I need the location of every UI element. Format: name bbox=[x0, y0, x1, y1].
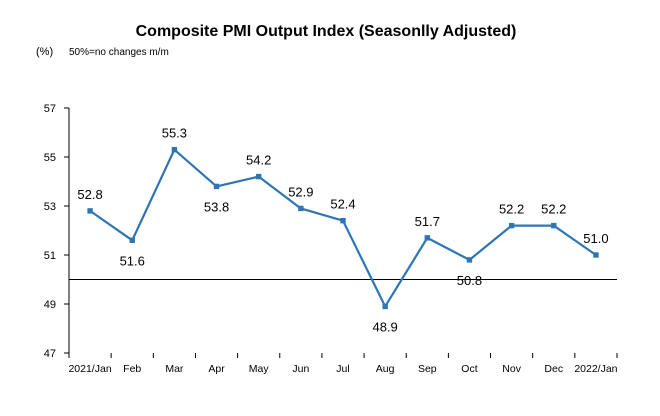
data-point bbox=[382, 303, 388, 310]
x-tick-label: Aug bbox=[376, 363, 395, 375]
data-label: 51.0 bbox=[583, 231, 608, 246]
y-unit-label: (%) bbox=[36, 46, 53, 58]
data-point bbox=[551, 222, 557, 229]
x-tick-label: Oct bbox=[461, 363, 477, 375]
y-tick-label: 55 bbox=[44, 152, 56, 164]
series-line bbox=[89, 148, 597, 308]
data-label: 53.8 bbox=[204, 199, 229, 214]
data-label: 55.3 bbox=[162, 126, 187, 141]
data-label: 51.7 bbox=[415, 214, 440, 229]
data-label: 54.2 bbox=[246, 153, 271, 168]
y-tick-label: 53 bbox=[44, 201, 56, 213]
y-tick-label: 51 bbox=[44, 250, 56, 262]
x-tick-label: Jun bbox=[292, 363, 309, 375]
data-label: 52.4 bbox=[330, 197, 355, 212]
data-label: 52.2 bbox=[499, 202, 524, 217]
data-point bbox=[255, 173, 262, 180]
data-point bbox=[298, 205, 304, 212]
data-label: 50.8 bbox=[457, 273, 482, 288]
data-point bbox=[129, 237, 135, 243]
x-tick-label: Nov bbox=[502, 363, 521, 375]
data-point bbox=[466, 257, 473, 263]
y-tick-label: 47 bbox=[44, 348, 56, 360]
data-label: 51.6 bbox=[120, 253, 145, 268]
data-point bbox=[87, 208, 93, 214]
data-point bbox=[424, 235, 431, 241]
data-point bbox=[213, 183, 220, 190]
x-tick-label: Feb bbox=[123, 363, 141, 375]
data-point bbox=[171, 146, 178, 153]
x-tick-label: 2021/Jan bbox=[68, 363, 111, 375]
data-point bbox=[508, 222, 515, 229]
series-pmi bbox=[87, 146, 599, 310]
x-tick-label: Apr bbox=[208, 363, 225, 375]
x-tick-label: Sep bbox=[418, 363, 437, 375]
data-label: 48.9 bbox=[372, 319, 397, 334]
x-tick-label: Dec bbox=[544, 363, 563, 375]
data-label: 52.9 bbox=[288, 184, 313, 199]
data-label: 52.8 bbox=[77, 187, 102, 202]
y-tick-label: 57 bbox=[44, 103, 56, 115]
chart-title: Composite PMI Output Index (Seasonlly Ad… bbox=[136, 23, 517, 40]
data-label: 52.2 bbox=[541, 202, 566, 217]
baseline-note: 50%=no changes m/m bbox=[69, 47, 169, 58]
y-tick-label: 49 bbox=[44, 299, 56, 311]
axes: 57 55 53 51 49 47 2021/Jan Feb Mar Apr May Jun Jul Au… bbox=[44, 103, 618, 375]
x-tick-label: Jul bbox=[336, 363, 349, 375]
x-tick-label: May bbox=[249, 363, 270, 375]
data-point bbox=[593, 252, 599, 258]
data-point bbox=[340, 218, 346, 224]
data-labels: 52.8 51.6 55.3 53.8 54.2 52.9 52.4 48.9 51.7 50.8… bbox=[77, 126, 608, 335]
x-tick-label: 2022/Jan bbox=[574, 363, 617, 375]
x-tick-label: Mar bbox=[165, 363, 184, 375]
